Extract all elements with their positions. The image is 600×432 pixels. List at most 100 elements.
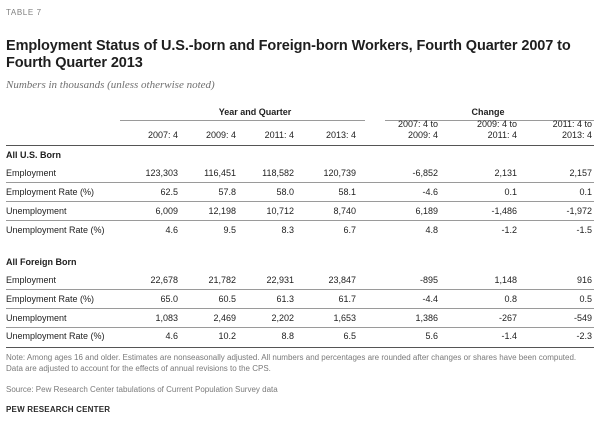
row-divider [6,220,594,221]
cell: 22,678 [150,275,178,285]
cell: -2.3 [576,331,592,341]
cell: -4.4 [422,294,438,304]
row-divider [6,308,594,309]
row-divider [6,289,594,290]
source-line: Source: Pew Research Center tabulations … [6,385,278,394]
table-row: Unemployment 1,083 2,469 2,202 1,653 1,3… [0,313,600,327]
cell: -549 [573,313,592,323]
cell: 57.8 [218,187,236,197]
row-label: Unemployment Rate (%) [6,331,105,341]
cell: 4.6 [165,225,178,235]
cell: 2,131 [494,168,517,178]
column-header-2011q4: 2011: 4 [264,130,294,140]
column-header-change-2007-2009: 2007: 4 to 2009: 4 [376,119,438,141]
cell: 1,083 [155,313,178,323]
group-rule-year-quarter [120,120,365,121]
cell: 12,198 [208,206,236,216]
row-divider [6,182,594,183]
cell: -4.6 [422,187,438,197]
cell: 120,739 [323,168,356,178]
table-row: Unemployment Rate (%) 4.6 9.5 8.3 6.7 4.… [0,225,600,239]
cell: 65.0 [160,294,178,304]
cell: 916 [576,275,592,285]
cell: 22,931 [266,275,294,285]
cell: 123,303 [145,168,178,178]
cell: 58.1 [338,187,356,197]
cell: 0.1 [504,187,517,197]
cell: 6,189 [415,206,438,216]
cell: 61.7 [338,294,356,304]
cell: 6,009 [155,206,178,216]
cell: 0.8 [504,294,517,304]
row-divider [6,327,594,328]
cell: -1.4 [501,331,517,341]
column-header-2007q4: 2007: 4 [147,130,178,140]
org-credit: PEW RESEARCH CENTER [6,405,111,414]
column-header-change-2007-2009-line2: 2009: 4 [407,130,438,140]
cell: 8,740 [333,206,356,216]
table-row: Employment 123,303 116,451 118,582 120,7… [0,168,600,182]
table-note: Note: Among ages 16 and older. Estimates… [6,353,577,373]
column-header-change-2009-2011: 2009: 4 to 2011: 4 [455,119,517,141]
row-label: Employment Rate (%) [6,187,95,197]
section-title-us-born: All U.S. Born [6,150,62,160]
table-subtitle: Numbers in thousands (unless otherwise n… [6,79,215,91]
column-header-change-2011-2013-line2: 2013: 4 [561,130,592,140]
table-row: Employment Rate (%) 62.5 57.8 58.0 58.1 … [0,187,600,201]
cell: 2,157 [569,168,592,178]
row-label: Employment [6,168,57,178]
column-header-change-2009-2011-line1: 2009: 4 to [476,119,517,129]
cell: 58.0 [276,187,294,197]
row-divider [6,201,594,202]
column-header-change-2007-2009-line1: 2007: 4 to [397,119,438,129]
column-header-change-2009-2011-line2: 2011: 4 [487,130,517,140]
cell: 61.3 [276,294,294,304]
cell: 8.3 [281,225,294,235]
table-row: Employment Rate (%) 65.0 60.5 61.3 61.7 … [0,294,600,308]
row-label: Unemployment Rate (%) [6,225,105,235]
cell: 10.2 [218,331,236,341]
cell: 5.6 [425,331,438,341]
cell: 8.8 [281,331,294,341]
cell: 1,653 [333,313,356,323]
cell: -1,486 [491,206,517,216]
row-label: Unemployment [6,313,67,323]
cell: -1,972 [566,206,592,216]
table-row: Unemployment 6,009 12,198 10,712 8,740 6… [0,206,600,220]
cell: 21,782 [208,275,236,285]
cell: 4.6 [165,331,178,341]
cell: 1,148 [494,275,517,285]
section-title-foreign-born: All Foreign Born [6,257,77,267]
cell: -1.5 [576,225,592,235]
cell: -895 [419,275,438,285]
cell: 0.5 [579,294,592,304]
cell: 6.7 [343,225,356,235]
column-header-change-2011-2013: 2011: 4 to 2013: 4 [530,119,592,141]
cell: 62.5 [160,187,178,197]
cell: 1,386 [415,313,438,323]
table-label: TABLE 7 [6,8,42,17]
table-row: Employment 22,678 21,782 22,931 23,847 -… [0,275,600,289]
row-label: Employment [6,275,57,285]
cell: 2,469 [213,313,236,323]
page-title: Employment Status of U.S.-born and Forei… [6,38,571,71]
column-header-2009q4: 2009: 4 [205,130,236,140]
cell: -6,852 [412,168,438,178]
group-rule-change [385,120,594,121]
cell: 4.8 [425,225,438,235]
cell: 2,202 [271,313,294,323]
cell: 116,451 [204,168,236,178]
row-label: Unemployment [6,206,67,216]
cell: 23,847 [328,275,356,285]
cell: 0.1 [579,187,592,197]
cell: 60.5 [218,294,236,304]
column-header-change-2011-2013-line1: 2011: 4 to [552,119,592,129]
cell: -1.2 [501,225,517,235]
cell: 118,582 [262,168,294,178]
column-header-2013q4: 2013: 4 [325,130,356,140]
cell: -267 [498,313,517,323]
table-row: Unemployment Rate (%) 4.6 10.2 8.8 6.5 5… [0,331,600,345]
table-bottom-rule [6,347,594,348]
row-label: Employment Rate (%) [6,294,95,304]
cell: 9.5 [223,225,236,235]
